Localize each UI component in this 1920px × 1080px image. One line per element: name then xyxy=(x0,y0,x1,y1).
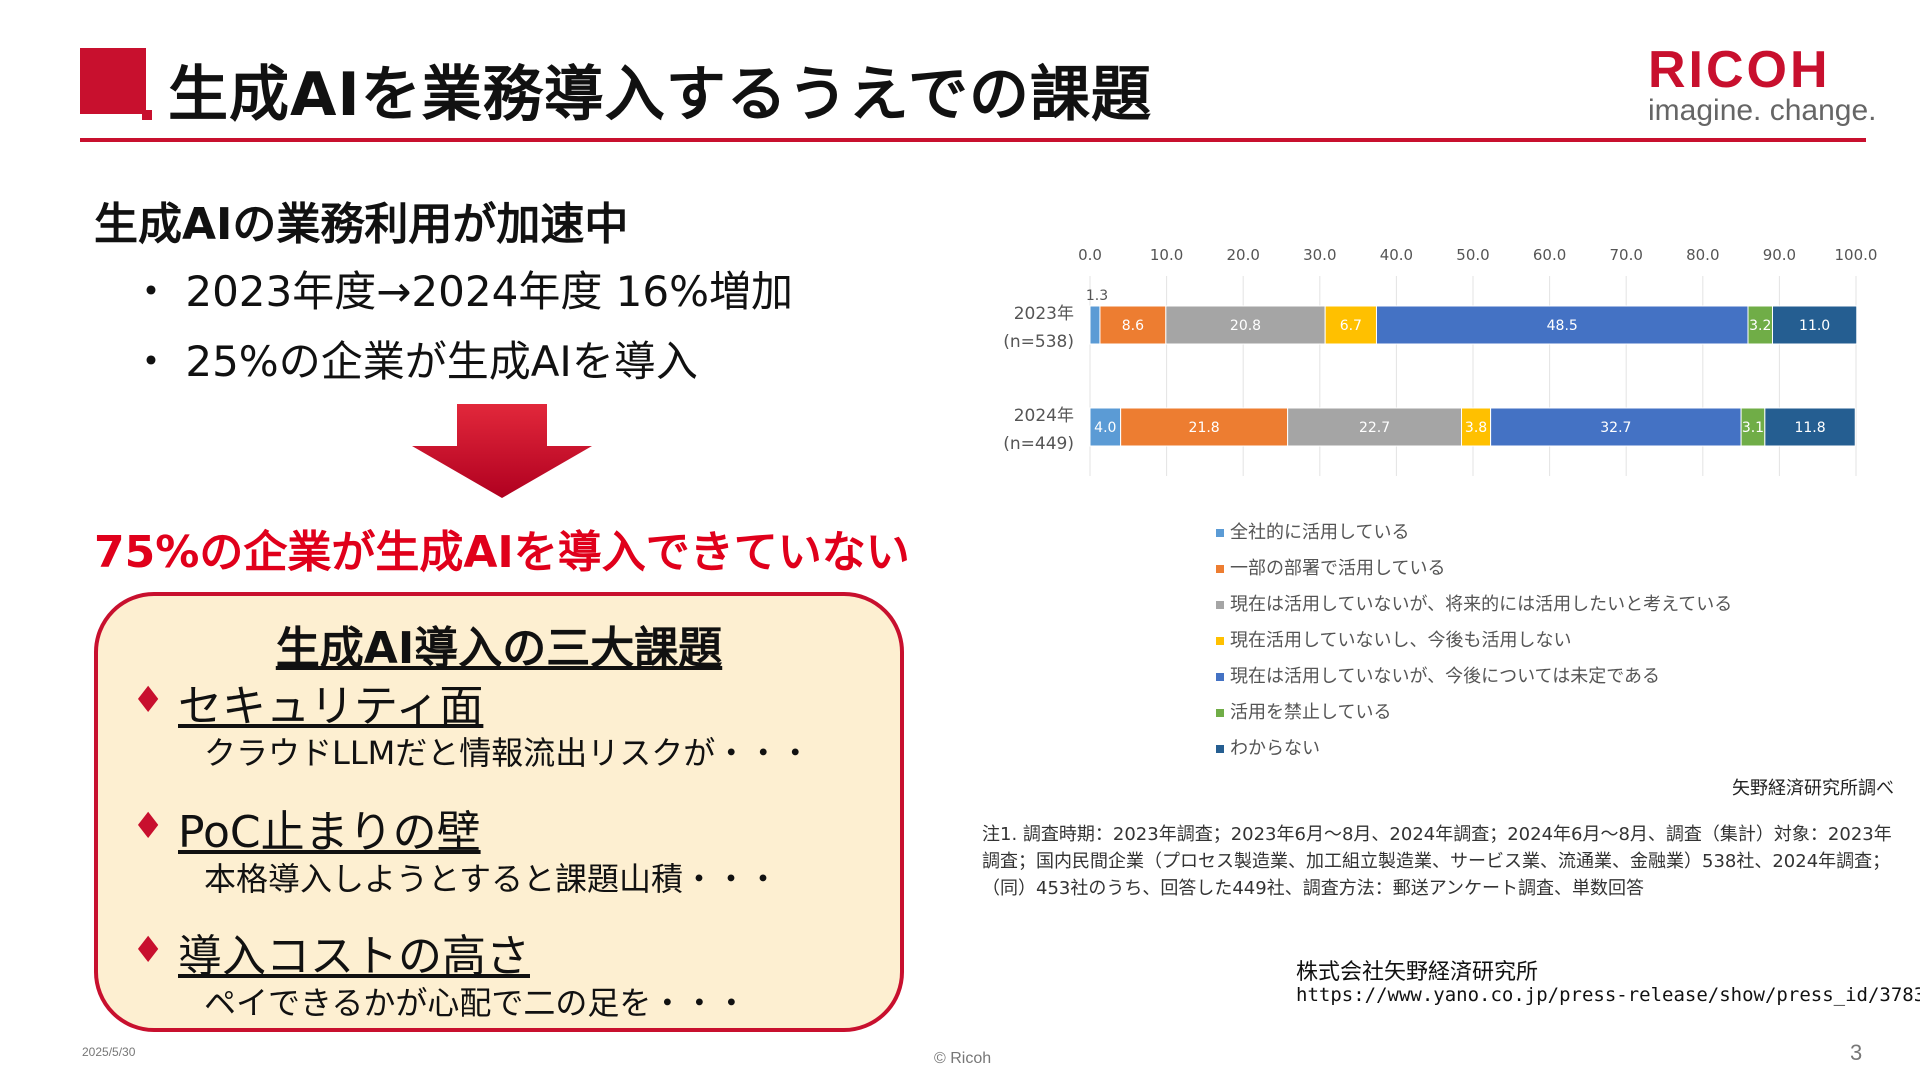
legend-item: 一部の部署で活用している xyxy=(1216,554,1732,590)
legend-swatch xyxy=(1216,529,1224,537)
x-tick-label: 30.0 xyxy=(1303,246,1336,264)
category-n-label: (n=449) xyxy=(1003,434,1074,454)
source-url[interactable]: https://www.yano.co.jp/press-release/sho… xyxy=(1296,984,1920,1006)
x-tick-label: 60.0 xyxy=(1533,246,1566,264)
title-divider xyxy=(80,138,1866,142)
chart-legend: 全社的に活用している一部の部署で活用している現在は活用していないが、将来的には活… xyxy=(1216,518,1732,770)
footer-date: 2025/5/30 xyxy=(82,1045,136,1059)
data-label: 32.7 xyxy=(1600,420,1631,436)
legend-item: 現在は活用していないが、今後については未定である xyxy=(1216,662,1732,698)
bullet-item: ・ 2023年度→2024年度 16%増加 xyxy=(130,267,794,316)
challenge-heading: 導入コストの高さ xyxy=(178,931,530,982)
legend-swatch xyxy=(1216,637,1224,645)
legend-label: 一部の部署で活用している xyxy=(1230,558,1446,579)
down-arrow-icon xyxy=(412,404,592,498)
legend-item: わからない xyxy=(1216,734,1732,770)
data-label: 48.5 xyxy=(1547,318,1578,334)
x-tick-label: 40.0 xyxy=(1380,246,1413,264)
footer-copyright: © Ricoh xyxy=(934,1050,992,1067)
title-marker xyxy=(80,48,152,120)
diamond-icon: ♦ xyxy=(132,806,165,847)
legend-label: わからない xyxy=(1230,738,1320,759)
legend-label: 現在活用していないし、今後も活用しない xyxy=(1230,630,1572,651)
source-company: 株式会社矢野経済研究所 xyxy=(1296,960,1539,985)
data-label: 21.8 xyxy=(1189,420,1220,436)
x-tick-label: 80.0 xyxy=(1686,246,1719,264)
x-tick-label: 10.0 xyxy=(1150,246,1183,264)
survey-note-line: 注1. 調査時期：2023年調査；2023年6月～8月、2024年調査；2024… xyxy=(982,824,1892,845)
legend-label: 活用を禁止している xyxy=(1230,702,1392,723)
bar-segment xyxy=(1747,305,1774,345)
data-label: 11.0 xyxy=(1799,318,1830,334)
data-label: 3.2 xyxy=(1749,318,1771,334)
diamond-icon: ♦ xyxy=(132,930,165,971)
logo-tagline: imagine. change. xyxy=(1648,94,1877,127)
legend-swatch xyxy=(1216,601,1224,609)
x-tick-label: 0.0 xyxy=(1078,246,1102,264)
data-label: 1.3 xyxy=(1086,288,1108,304)
usage-stacked-bar-chart: 0.0 10.0 20.0 30.0 40.0 50.0 60.0 70.0 80.0 90.0 1… xyxy=(1003,246,1878,476)
challenge-heading: PoC止まりの壁 xyxy=(178,807,481,858)
bar-segment xyxy=(1324,305,1377,345)
category-n-label: (n=538) xyxy=(1003,332,1074,352)
page-number: 3 xyxy=(1850,1040,1863,1065)
category-label: 2023年 xyxy=(1014,304,1074,324)
data-label: 6.7 xyxy=(1340,318,1362,334)
legend-label: 全社的に活用している xyxy=(1230,522,1410,543)
legend-item: 活用を禁止している xyxy=(1216,698,1732,734)
challenge-heading: セキュリティ面 xyxy=(178,681,484,732)
bar-segment xyxy=(1772,305,1858,345)
headline: 生成AIの業務利用が加速中 xyxy=(94,199,629,250)
legend-item: 現在活用していないし、今後も活用しない xyxy=(1216,626,1732,662)
legend-swatch xyxy=(1216,673,1224,681)
x-tick-label: 20.0 xyxy=(1226,246,1259,264)
legend-item: 現在は活用していないが、将来的には活用したいと考えている xyxy=(1216,590,1732,626)
challenge-desc: ペイできるかが心配で二の足を・・・ xyxy=(204,984,748,1022)
source-attribution: 矢野経済研究所調べ xyxy=(1732,778,1894,799)
data-label: 20.8 xyxy=(1230,318,1261,334)
legend-swatch xyxy=(1216,565,1224,573)
legend-label: 現在は活用していないが、将来的には活用したいと考えている xyxy=(1230,594,1733,615)
legend-item: 全社的に活用している xyxy=(1216,518,1732,554)
bar-segment xyxy=(1375,305,1749,345)
survey-note-line: （同）453社のうち、回答した449社、調査方法：郵送アンケート調査、単数回答 xyxy=(982,878,1644,899)
bar-segment xyxy=(1461,407,1492,447)
challenge-desc: 本格導入しようとすると課題山積・・・ xyxy=(204,860,780,898)
bar-segment xyxy=(1120,407,1289,447)
slide-title: 生成AIを業務導入するうえでの課題 xyxy=(168,60,1152,130)
x-tick-label: 70.0 xyxy=(1609,246,1642,264)
challenges-title: 生成AI導入の三大課題 xyxy=(275,623,723,674)
bar-segment xyxy=(1287,407,1463,447)
survey-note-line: 調査；国内民間企業（プロセス製造業、加工組立製造業、サービス業、流通業、金融業）… xyxy=(982,851,1891,872)
data-label: 3.1 xyxy=(1742,420,1764,436)
legend-swatch xyxy=(1216,745,1224,753)
x-tick-label: 100.0 xyxy=(1835,246,1878,264)
challenge-desc: クラウドLLMだと情報流出リスクが・・・ xyxy=(204,734,812,772)
data-label: 4.0 xyxy=(1094,420,1116,436)
diamond-icon: ♦ xyxy=(132,680,165,721)
legend-swatch xyxy=(1216,709,1224,717)
data-label: 8.6 xyxy=(1122,318,1144,334)
data-label: 11.8 xyxy=(1794,420,1825,436)
x-tick-label: 90.0 xyxy=(1763,246,1796,264)
challenges-box xyxy=(94,592,904,1032)
x-tick-label: 50.0 xyxy=(1456,246,1489,264)
category-label: 2024年 xyxy=(1014,406,1074,426)
data-label: 22.7 xyxy=(1359,420,1390,436)
ricoh-logo: RICOH xyxy=(1648,41,1831,99)
bullet-item: ・ 25%の企業が生成AIを導入 xyxy=(130,337,698,386)
bar-segment xyxy=(1764,407,1856,447)
data-label: 3.8 xyxy=(1465,420,1487,436)
bar-segment xyxy=(1089,305,1101,345)
legend-label: 現在は活用していないが、今後については未定である xyxy=(1230,666,1661,687)
bar-segment xyxy=(1490,407,1742,447)
alert-text: 75%の企業が生成AIを導入できていない xyxy=(94,527,910,578)
bar-segment xyxy=(1099,305,1167,345)
